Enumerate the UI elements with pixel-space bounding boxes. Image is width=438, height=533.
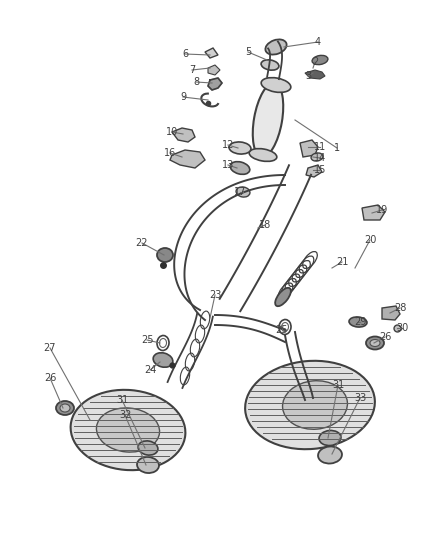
Ellipse shape (253, 83, 283, 157)
Ellipse shape (366, 336, 384, 350)
Text: 25: 25 (141, 335, 153, 345)
Text: 1: 1 (334, 143, 340, 153)
Text: 12: 12 (222, 140, 234, 150)
Ellipse shape (96, 408, 159, 452)
Ellipse shape (312, 55, 328, 64)
Polygon shape (306, 165, 322, 177)
Ellipse shape (283, 381, 347, 429)
Polygon shape (208, 65, 220, 75)
Polygon shape (208, 78, 222, 90)
Ellipse shape (245, 361, 375, 449)
Text: 20: 20 (364, 235, 376, 245)
Text: 25: 25 (276, 325, 288, 335)
Text: 28: 28 (394, 303, 406, 313)
Ellipse shape (71, 390, 185, 470)
Text: 21: 21 (336, 257, 348, 267)
Text: 32: 32 (119, 410, 131, 420)
Ellipse shape (265, 39, 286, 54)
Text: 16: 16 (164, 148, 176, 158)
Text: 13: 13 (222, 160, 234, 170)
Text: 3: 3 (305, 71, 311, 81)
Ellipse shape (370, 340, 380, 346)
Polygon shape (305, 70, 325, 79)
Ellipse shape (249, 149, 277, 161)
Text: 26: 26 (379, 332, 391, 342)
Text: 26: 26 (44, 373, 56, 383)
Ellipse shape (153, 353, 173, 367)
Text: 27: 27 (44, 343, 56, 353)
Text: 33: 33 (354, 393, 366, 403)
Ellipse shape (60, 404, 70, 412)
Text: 11: 11 (314, 142, 326, 152)
Text: 4: 4 (315, 37, 321, 47)
Text: 31: 31 (116, 395, 128, 405)
Text: 5: 5 (245, 47, 251, 57)
Text: 8: 8 (193, 77, 199, 87)
Text: 24: 24 (144, 365, 156, 375)
Text: 18: 18 (259, 220, 271, 230)
Ellipse shape (311, 153, 323, 161)
Text: 30: 30 (396, 323, 408, 333)
Text: 29: 29 (354, 317, 366, 327)
Ellipse shape (261, 60, 279, 70)
Ellipse shape (138, 441, 158, 455)
Text: 10: 10 (166, 127, 178, 137)
Ellipse shape (349, 317, 367, 327)
Ellipse shape (236, 187, 250, 197)
Ellipse shape (137, 457, 159, 473)
Polygon shape (382, 306, 400, 320)
Ellipse shape (56, 401, 74, 415)
Text: 2: 2 (312, 57, 318, 67)
Ellipse shape (230, 161, 250, 174)
Text: 7: 7 (189, 65, 195, 75)
Ellipse shape (319, 431, 341, 446)
Polygon shape (172, 128, 195, 142)
Text: 6: 6 (182, 49, 188, 59)
Text: 9: 9 (180, 92, 186, 102)
Polygon shape (362, 205, 385, 220)
Ellipse shape (229, 142, 251, 154)
Text: 22: 22 (136, 238, 148, 248)
Ellipse shape (318, 447, 342, 464)
Ellipse shape (157, 248, 173, 262)
Polygon shape (300, 140, 318, 157)
Ellipse shape (261, 78, 291, 92)
Text: 23: 23 (209, 290, 221, 300)
Polygon shape (205, 48, 218, 58)
Text: 17: 17 (234, 187, 246, 197)
Text: 15: 15 (314, 165, 326, 175)
Ellipse shape (275, 288, 291, 306)
Text: 31: 31 (332, 380, 344, 390)
Polygon shape (170, 150, 205, 168)
Text: 14: 14 (314, 153, 326, 163)
Text: 19: 19 (376, 205, 388, 215)
